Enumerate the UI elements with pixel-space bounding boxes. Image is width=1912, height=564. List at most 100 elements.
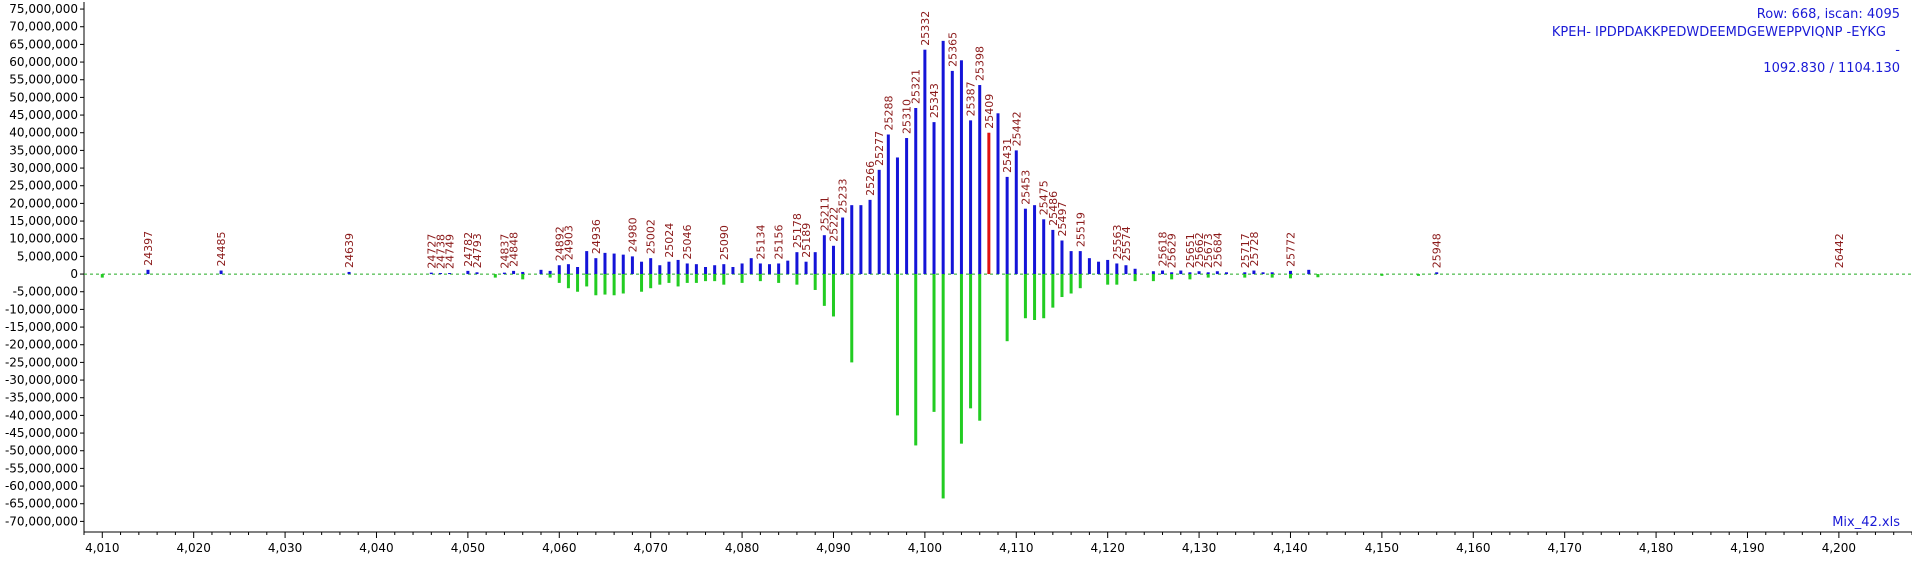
x-tick-label: 4,050 <box>451 541 485 555</box>
negative-bar <box>914 274 918 446</box>
positive-bar <box>1060 240 1064 275</box>
negative-bar <box>612 274 616 296</box>
positive-bar <box>502 272 506 275</box>
negative-bar <box>621 274 625 294</box>
negative-bar <box>959 274 963 444</box>
x-tick-label: 4,010 <box>85 541 119 555</box>
positive-bar <box>347 271 351 275</box>
positive-bar <box>1252 270 1256 275</box>
negative-bar <box>822 274 826 306</box>
scan-label: 25519 <box>1074 212 1087 247</box>
scan-label: 25365 <box>946 32 959 67</box>
positive-bar <box>1170 272 1174 275</box>
scan-label: 25211 <box>818 196 831 231</box>
scan-label: 25134 <box>754 224 767 259</box>
y-tick-label: 10,000,000 <box>9 232 78 246</box>
y-tick-label: -35,000,000 <box>5 391 78 405</box>
positive-bar <box>429 272 433 275</box>
positive-bar <box>1243 272 1247 275</box>
scan-label: 25178 <box>791 213 804 248</box>
y-tick-label: -55,000,000 <box>5 461 78 475</box>
scan-label: 25442 <box>1010 111 1023 146</box>
scan-label: 25453 <box>1019 170 1032 205</box>
positive-bar <box>557 265 561 275</box>
positive-bar <box>1161 270 1165 275</box>
negative-bar <box>576 274 580 292</box>
positive-bar <box>685 263 689 275</box>
scan-label: 25475 <box>1038 180 1051 215</box>
positive-bar <box>603 252 607 275</box>
positive-bar <box>1087 258 1091 275</box>
scan-label: 24793 <box>471 233 484 268</box>
scan-label: 25563 <box>1111 224 1124 259</box>
scan-label: 25728 <box>1248 232 1261 267</box>
positive-bar <box>1124 265 1128 275</box>
scan-label: 25629 <box>1166 233 1179 268</box>
positive-bar <box>1435 272 1439 275</box>
positive-bar <box>859 205 863 275</box>
scan-label: 26442 <box>1833 233 1846 268</box>
scan-label: 25046 <box>681 224 694 259</box>
positive-bar <box>841 217 845 275</box>
positive-bar <box>1097 261 1101 275</box>
y-tick-label: -15,000,000 <box>5 320 78 334</box>
negative-bar <box>777 274 781 283</box>
x-tick-label: 4,130 <box>1182 541 1216 555</box>
negative-bar <box>1170 274 1174 280</box>
positive-bar <box>621 254 625 275</box>
negative-bar <box>704 274 708 282</box>
positive-bar <box>658 265 662 275</box>
scan-label: 25486 <box>1047 191 1060 226</box>
positive-bar <box>640 261 644 275</box>
negative-bar <box>932 274 936 412</box>
x-tick-label: 4,040 <box>359 541 393 555</box>
x-tick-label: 4,170 <box>1548 541 1582 555</box>
scan-label: 25574 <box>1120 226 1133 261</box>
positive-bar <box>804 261 808 275</box>
scan-label: 25948 <box>1431 233 1444 268</box>
positive-bar <box>594 258 598 275</box>
negative-bar <box>557 274 561 283</box>
y-tick-label: -30,000,000 <box>5 373 78 387</box>
y-tick-label: 20,000,000 <box>9 196 78 210</box>
positive-bar <box>713 265 717 275</box>
positive-bar <box>585 251 589 275</box>
positive-bar <box>704 267 708 275</box>
negative-bar <box>1033 274 1037 320</box>
positive-bar <box>768 264 771 275</box>
scan-label: 25024 <box>663 223 676 258</box>
negative-bar <box>667 274 671 283</box>
y-tick-label: 5,000,000 <box>17 249 78 263</box>
negative-bar <box>566 274 570 289</box>
file-name-label: Mix_42.xls <box>1832 515 1900 530</box>
negative-bar <box>1380 274 1384 276</box>
positive-bar <box>1197 271 1201 275</box>
positive-bar <box>905 138 909 275</box>
negative-bar <box>895 274 899 416</box>
x-tick-label: 4,080 <box>725 541 759 555</box>
scan-label: 24936 <box>590 219 603 254</box>
positive-bar <box>740 263 744 275</box>
y-tick-label: 45,000,000 <box>9 108 78 122</box>
x-tick-label: 4,200 <box>1822 541 1856 555</box>
positive-bar <box>649 258 653 275</box>
negative-bar <box>685 274 689 283</box>
x-tick-label: 4,190 <box>1730 541 1764 555</box>
scan-label: 25156 <box>773 224 786 259</box>
positive-bar <box>512 270 516 275</box>
positive-bar <box>731 267 735 275</box>
negative-bar <box>795 274 799 285</box>
positive-bar <box>1042 219 1046 275</box>
negative-bar <box>1078 274 1082 289</box>
positive-bar <box>813 252 817 275</box>
scan-label: 24892 <box>553 226 566 261</box>
positive-bar <box>1014 150 1018 275</box>
negative-bar <box>1005 274 1009 342</box>
positive-bar <box>676 259 680 275</box>
x-tick-label: 4,120 <box>1091 541 1125 555</box>
x-tick-label: 4,160 <box>1456 541 1490 555</box>
y-tick-label: 35,000,000 <box>9 143 78 157</box>
negative-bar <box>1416 274 1420 276</box>
positive-bar <box>978 85 982 275</box>
